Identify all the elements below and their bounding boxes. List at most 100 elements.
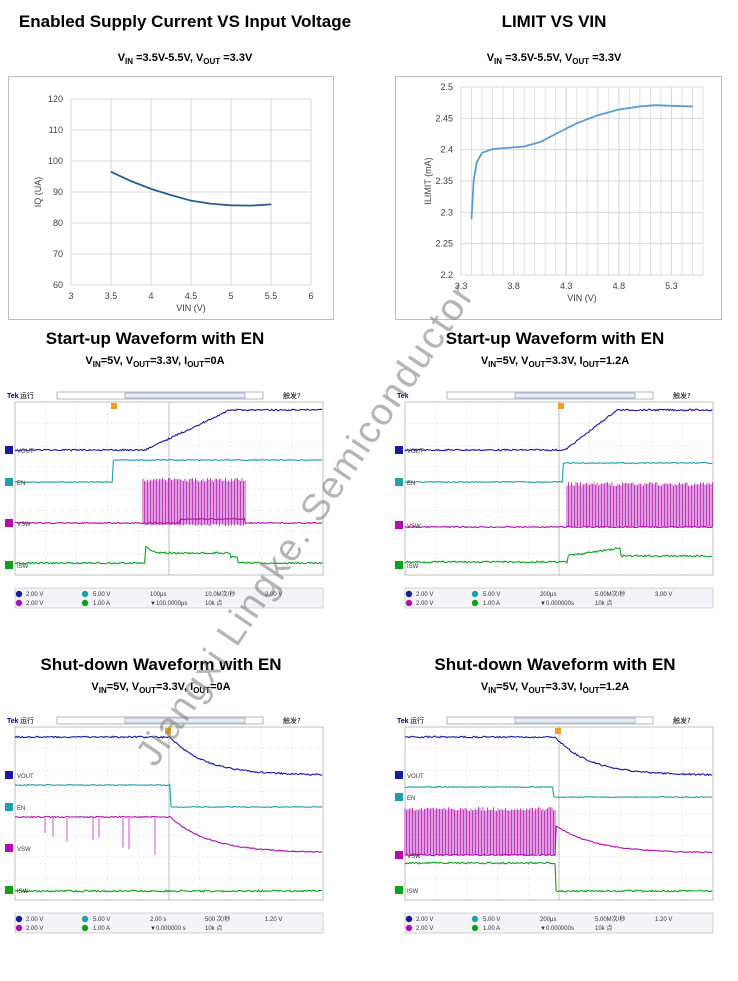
data-point — [230, 204, 232, 206]
channel-label-isw: ISW — [17, 564, 29, 570]
trace-vsw — [14, 517, 323, 525]
y-tick-label: 100 — [48, 156, 63, 166]
scope-status-bar — [404, 587, 714, 609]
x-tick-label: 5.5 — [265, 291, 278, 301]
trace-vsw — [404, 825, 713, 857]
y-tick-label: 120 — [48, 94, 63, 104]
data-point — [491, 148, 494, 150]
y-tick-label: 2.5 — [440, 82, 453, 92]
status-position: ▼0.000000s — [540, 926, 574, 932]
trace-vsw-switching — [404, 807, 556, 856]
x-tick-label: 4.8 — [613, 281, 626, 291]
status-position: ▼100.0000μs — [150, 601, 187, 607]
status-channel-dot — [471, 924, 479, 932]
data-point — [670, 105, 673, 107]
data-point — [618, 108, 620, 111]
data-point — [110, 171, 112, 173]
status-channel-dot — [81, 915, 89, 923]
trigger-marker — [165, 728, 171, 734]
status-position: ▼0.000000s — [540, 601, 574, 607]
channel-marker-vout — [395, 771, 403, 779]
y-tick-label: 80 — [53, 218, 63, 228]
scope-record-window — [514, 717, 636, 724]
status-channel-dot — [15, 590, 23, 598]
channel-label-vsw: VSW — [407, 524, 421, 530]
trace-isw — [404, 547, 713, 564]
scope-status-bar — [14, 587, 324, 609]
status-channel-dot — [15, 924, 23, 932]
y-tick-label: 2.45 — [435, 113, 453, 123]
status-channel-dot — [405, 915, 413, 923]
status-timebase: 2.00 s — [150, 917, 166, 923]
scope-trigger-status: 触发? — [673, 716, 691, 725]
trace-vout — [14, 408, 323, 452]
channel-marker-en — [5, 803, 13, 811]
x-tick-label: 6 — [308, 291, 313, 301]
trace-vsw-switching — [142, 478, 246, 526]
status-channel-dot — [405, 924, 413, 932]
x-tick-label: 4.3 — [560, 281, 573, 291]
scope-trigger-status: 触发? — [673, 391, 691, 400]
channel-marker-isw — [5, 561, 13, 569]
data-point — [476, 161, 478, 163]
data-point — [655, 104, 657, 106]
channel-label-isw: ISW — [407, 889, 419, 895]
y-tick-label: 60 — [53, 280, 63, 290]
data-line-series — [470, 104, 693, 219]
data-point — [190, 200, 192, 202]
wave-cond-1: VIN=5V, VOUT=3.3V, IOUT=0A — [85, 355, 225, 370]
channel-marker-vout — [5, 446, 13, 454]
status-channel-dot — [81, 590, 89, 598]
data-point — [576, 122, 578, 124]
channel-label-en: EN — [407, 481, 415, 487]
y-tick-label: 70 — [53, 249, 63, 259]
y-tick-label: 2.3 — [440, 207, 453, 217]
data-point — [691, 105, 694, 108]
status-ch4-scale: 1.00 A — [483, 926, 500, 932]
status-ch2-scale: 5.00 V — [93, 917, 110, 923]
status-record-length: 10k 点 — [205, 599, 222, 607]
data-point — [555, 133, 557, 135]
channel-marker-vsw — [5, 844, 13, 852]
data-point — [639, 105, 641, 108]
trace-vout — [14, 735, 323, 776]
status-timebase: 100μs — [150, 592, 166, 598]
scope-trigger-status: 触发? — [283, 716, 301, 725]
trace-en — [405, 461, 713, 484]
status-ch1-scale: 2.00 V — [26, 592, 43, 598]
scope-startup-1a2: Tek 触发? VOUT EN VSW ISW 2.00 V 5.00 V 200μs 5.00M… — [395, 390, 715, 610]
scope-brand: Tek — [397, 718, 409, 725]
status-channel-dot — [15, 915, 23, 923]
status-record-length: 10k 点 — [595, 924, 612, 932]
scope-startup-0a: Tek 运行 触发? VOUT EN VSW ISW 2.00 V 5.00 V 100μs 10.… — [5, 390, 325, 610]
trace-vsw — [404, 525, 713, 529]
data-point — [523, 145, 525, 148]
channel-label-vout: VOUT — [407, 774, 424, 780]
status-channel-dot — [15, 599, 23, 607]
status-ch4-scale: 1.00 A — [93, 601, 110, 607]
channel-label-vout: VOUT — [407, 449, 424, 455]
channel-label-vsw: VSW — [17, 522, 31, 528]
status-timebase: 200μs — [540, 917, 556, 923]
trace-isw — [404, 861, 713, 893]
status-sample-rate: 5.00M次/秒 — [595, 915, 625, 923]
trace-vout — [404, 735, 713, 777]
status-ch3-scale: 2.00 V — [26, 601, 43, 607]
status-channel-dot — [81, 924, 89, 932]
channel-label-isw: ISW — [17, 889, 29, 895]
scope-shutdown-1a2: Tek 运行 触发? VOUT EN VSW ISW 2.00 V 5.00 V 200μs 5.0… — [395, 715, 715, 935]
chart-title-limit: LIMIT VS VIN — [501, 12, 607, 31]
scope-record-window — [124, 392, 246, 399]
status-ch3-scale: 2.00 V — [26, 926, 43, 932]
trace-en — [14, 458, 323, 484]
trace-en — [404, 785, 713, 799]
status-trigger-level: 1.20 V — [265, 917, 282, 923]
channel-label-vsw: VSW — [17, 847, 31, 853]
x-tick-label: 4.5 — [185, 291, 198, 301]
scope-status-bar — [404, 912, 714, 934]
x-axis-label: VIN (V) — [567, 293, 597, 303]
channel-marker-en — [395, 478, 403, 486]
status-sample-rate: 5.00M次/秒 — [595, 590, 625, 598]
trigger-marker — [558, 403, 564, 409]
y-tick-label: 90 — [53, 187, 63, 197]
